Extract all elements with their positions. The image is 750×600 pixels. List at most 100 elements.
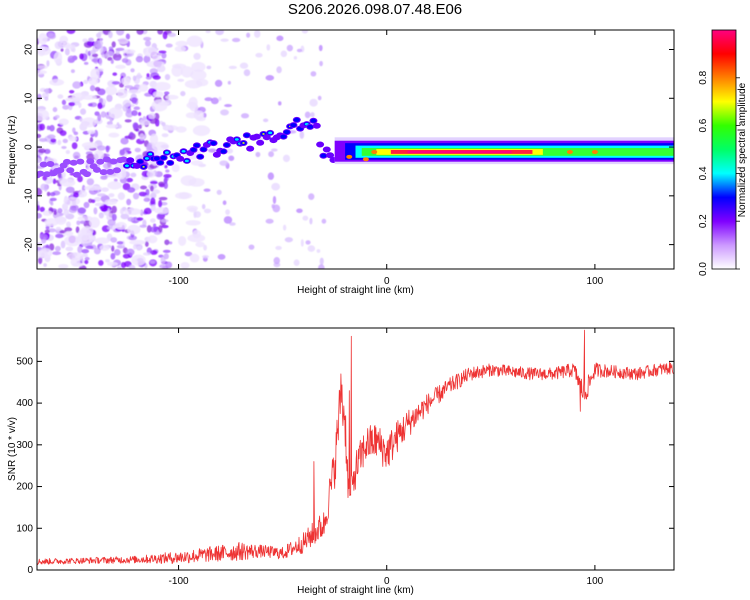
trace-blob [316, 141, 325, 148]
noise-patch [106, 261, 118, 267]
spectrogram-y-tick-label: -10 [24, 188, 35, 203]
snr-y-tick-label: 100 [16, 523, 33, 534]
noise-patch [179, 192, 190, 199]
noise-blob [144, 240, 149, 247]
noise-blob [124, 119, 132, 123]
noise-blob [60, 240, 66, 249]
trace-blob [246, 145, 255, 152]
noise-blob [77, 207, 87, 214]
noise-blob [161, 224, 169, 229]
noise-patch [153, 81, 171, 91]
noise-blob [149, 226, 158, 233]
noise-blob [69, 89, 75, 94]
noise-blob [310, 71, 317, 77]
noise-blob [163, 253, 169, 260]
noise-blob [203, 188, 211, 192]
noise-blob [126, 198, 132, 206]
noise-blob [54, 245, 61, 252]
trace-hot [144, 157, 149, 160]
noise-blob [227, 80, 231, 85]
noise-blob [65, 186, 75, 194]
noise-patch [38, 32, 48, 45]
trace-band-peak [407, 150, 512, 154]
noise-blob [255, 151, 261, 158]
noise-blob [214, 79, 223, 87]
noise-blob [134, 147, 141, 153]
noise-blob [177, 78, 185, 82]
noise-blob [80, 108, 87, 115]
noise-blob [296, 208, 303, 213]
noise-patch [186, 205, 199, 212]
noise-blob [108, 31, 113, 39]
noise-blob [156, 213, 164, 220]
noise-blob [49, 197, 57, 202]
trace-blob [69, 159, 78, 166]
noise-blob [76, 220, 81, 226]
noise-blob [79, 53, 84, 60]
noise-blob [97, 102, 103, 110]
noise-blob [104, 153, 110, 158]
noise-blob [37, 133, 42, 139]
noise-patch [108, 132, 120, 138]
noise-blob [61, 99, 67, 106]
noise-blob [268, 151, 274, 158]
noise-blob [111, 41, 116, 48]
noise-blob [55, 226, 62, 232]
noise-blob [107, 219, 116, 226]
spectrogram-y-tick-label: 20 [24, 44, 35, 56]
noise-blob [94, 197, 102, 202]
noise-blob [108, 193, 115, 198]
noise-patch [94, 237, 110, 244]
trace-blob [99, 169, 108, 176]
noise-blob [231, 37, 241, 43]
noise-blob [70, 69, 75, 74]
noise-blob [246, 32, 251, 38]
snr-x-tick-label: 100 [587, 576, 604, 587]
noise-blob [100, 175, 108, 180]
noise-blob [273, 257, 281, 265]
noise-blob [276, 35, 284, 42]
trace-peak [242, 142, 245, 144]
noise-blob [65, 246, 74, 252]
noise-patch [104, 199, 118, 206]
noise-blob [135, 55, 144, 63]
noise-blob [243, 69, 251, 77]
noise-patch [166, 125, 179, 131]
noise-blob [293, 259, 300, 267]
spectrogram-x-tick-label: 0 [384, 276, 390, 287]
noise-patch [190, 160, 203, 166]
noise-blob [158, 199, 163, 208]
trace-blob [37, 170, 45, 177]
noise-blob [49, 124, 55, 132]
noise-patch [146, 170, 156, 178]
spectrogram-y-ticks: -20 -10 0 10 20 [24, 44, 674, 252]
trace-blob [176, 155, 185, 162]
snr-y-tick-label: 500 [16, 356, 33, 367]
noise-patch [49, 78, 65, 86]
noise-blob [98, 259, 104, 266]
noise-blob [45, 88, 50, 95]
noise-blob [141, 119, 151, 126]
trace-blob [42, 171, 51, 178]
trace-blob [109, 158, 118, 165]
noise-blob [39, 123, 46, 131]
noise-patch [186, 35, 203, 47]
noise-blob [37, 204, 40, 212]
noise-blob [44, 229, 50, 234]
noise-blob [110, 252, 116, 260]
noise-blob [240, 113, 250, 119]
noise-blob [37, 157, 41, 164]
noise-patch [138, 83, 149, 92]
noise-blob [253, 30, 261, 38]
noise-blob [116, 241, 124, 245]
noise-blob [49, 192, 56, 197]
noise-blob [301, 30, 309, 34]
noise-blob [54, 114, 60, 119]
noise-blob [111, 213, 117, 221]
noise-blob [293, 55, 298, 60]
noise-blob [53, 210, 57, 216]
trace-core [153, 156, 160, 161]
noise-blob [228, 65, 237, 70]
noise-blob [37, 148, 46, 154]
